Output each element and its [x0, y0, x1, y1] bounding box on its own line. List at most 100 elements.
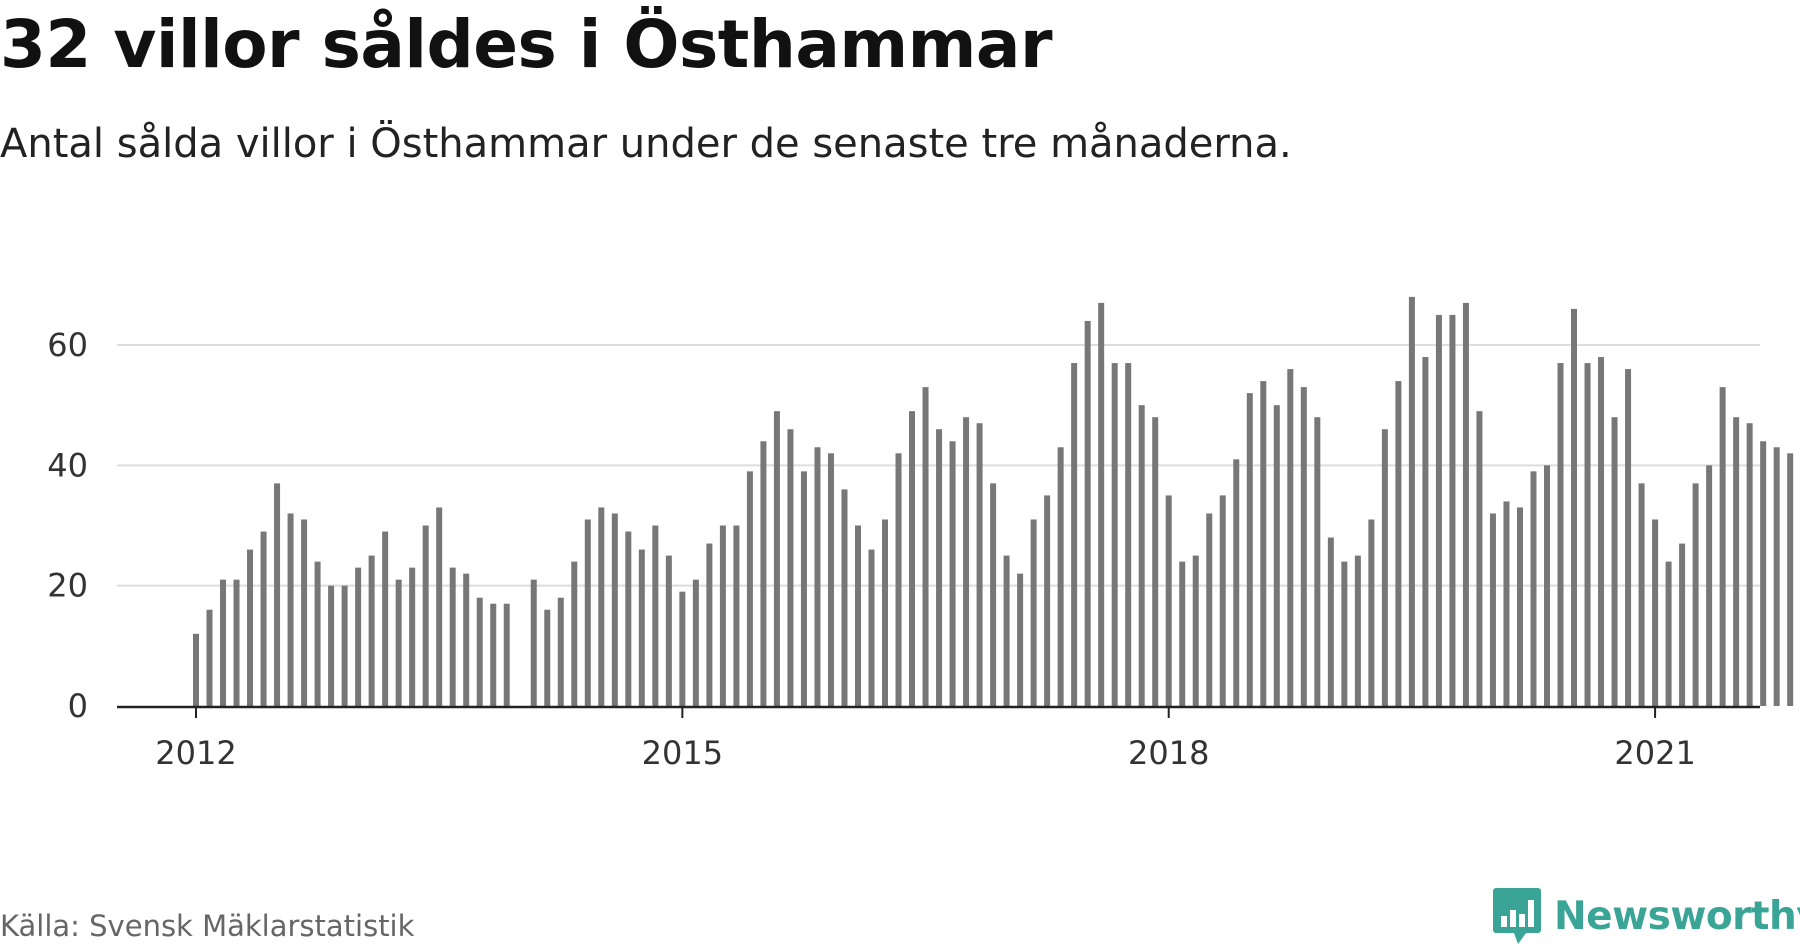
bar	[328, 585, 335, 706]
bar	[1017, 573, 1024, 706]
bar	[1544, 465, 1550, 706]
bar	[895, 453, 902, 706]
bar	[963, 417, 970, 706]
chart-title: 32 villor såldes i Östhammar	[0, 6, 1053, 83]
bar	[1516, 507, 1523, 706]
bar	[1192, 555, 1199, 706]
bar	[787, 429, 794, 706]
bar	[976, 423, 983, 706]
bar	[909, 411, 916, 706]
bar	[584, 519, 591, 706]
tick-labels: 02040603220122015201820212023	[47, 326, 1696, 772]
bar	[692, 579, 699, 706]
bar	[422, 525, 429, 706]
bar	[395, 579, 402, 706]
bar	[1584, 363, 1591, 706]
bar	[1638, 483, 1645, 706]
bar	[1300, 387, 1307, 706]
bar	[503, 603, 510, 706]
y-tick-label-20: 20	[47, 567, 88, 605]
bar	[598, 507, 605, 706]
x-tick-label-2018: 2018	[1128, 734, 1209, 772]
bar	[1246, 393, 1253, 706]
bar	[1165, 495, 1172, 706]
bar	[1476, 411, 1483, 706]
bar	[1341, 561, 1348, 706]
bar	[233, 579, 240, 706]
bar	[341, 585, 348, 706]
bar	[1071, 363, 1078, 706]
bar	[841, 489, 848, 706]
x-axis	[117, 705, 1760, 718]
bar	[1557, 363, 1564, 706]
bar	[368, 555, 375, 706]
bar	[1746, 423, 1753, 706]
bar	[476, 597, 483, 706]
bar	[1152, 417, 1159, 706]
bar	[882, 519, 889, 706]
bar	[1706, 465, 1713, 706]
bar	[679, 591, 686, 706]
bar	[1273, 405, 1280, 706]
bar	[936, 429, 943, 706]
bar	[1219, 495, 1226, 706]
bar	[220, 579, 227, 706]
brand-name: Newsworthy	[1554, 893, 1800, 939]
bar	[544, 609, 551, 706]
x-tick-label-2021: 2021	[1614, 734, 1695, 772]
bar	[625, 531, 632, 706]
bar	[1489, 513, 1496, 706]
bar	[571, 561, 578, 706]
bar	[1395, 381, 1402, 706]
bar	[1719, 387, 1726, 706]
bar	[1179, 561, 1186, 706]
bar	[1611, 417, 1618, 706]
newsworthy-logo: Newsworthy	[1492, 886, 1800, 946]
bar	[490, 603, 497, 706]
bar	[1057, 447, 1064, 706]
bar	[409, 567, 416, 706]
bar	[449, 567, 456, 706]
bar	[1084, 320, 1091, 706]
bar	[868, 549, 875, 706]
bar	[1354, 555, 1361, 706]
bar	[922, 387, 929, 706]
bar	[1449, 314, 1456, 706]
bar	[301, 519, 308, 706]
bar	[1625, 369, 1632, 706]
bar	[1044, 495, 1051, 706]
newsworthy-logo-icon	[1493, 888, 1541, 944]
source-note: Källa: Svensk Mäklarstatistik	[0, 909, 415, 943]
y-tick-label-0: 0	[68, 687, 88, 725]
bar	[1530, 471, 1537, 706]
bar	[1571, 308, 1578, 706]
bar	[355, 567, 362, 706]
bar	[1679, 543, 1686, 706]
bar	[1030, 519, 1037, 706]
bar	[1598, 357, 1605, 706]
bar	[638, 549, 645, 706]
bar	[193, 633, 199, 706]
bar	[1111, 363, 1118, 706]
bar	[800, 471, 807, 706]
chart-subtitle: Antal sålda villor i Östhammar under de …	[0, 121, 1292, 167]
bar	[1233, 459, 1240, 706]
bar	[206, 609, 213, 706]
bar	[260, 531, 267, 706]
bar	[1287, 369, 1294, 706]
bar	[1435, 314, 1442, 706]
bar	[773, 411, 780, 706]
x-tick-label-2015: 2015	[642, 734, 723, 772]
bar	[1206, 513, 1213, 706]
bar	[719, 525, 726, 706]
bar	[1260, 381, 1267, 706]
y-tick-label-40: 40	[47, 446, 88, 484]
bar	[611, 513, 618, 706]
bar	[949, 441, 956, 706]
bar	[1503, 501, 1510, 706]
bar	[733, 525, 740, 706]
bar	[274, 483, 281, 706]
bar	[247, 549, 254, 706]
bar	[746, 471, 753, 706]
bar	[1138, 405, 1145, 706]
